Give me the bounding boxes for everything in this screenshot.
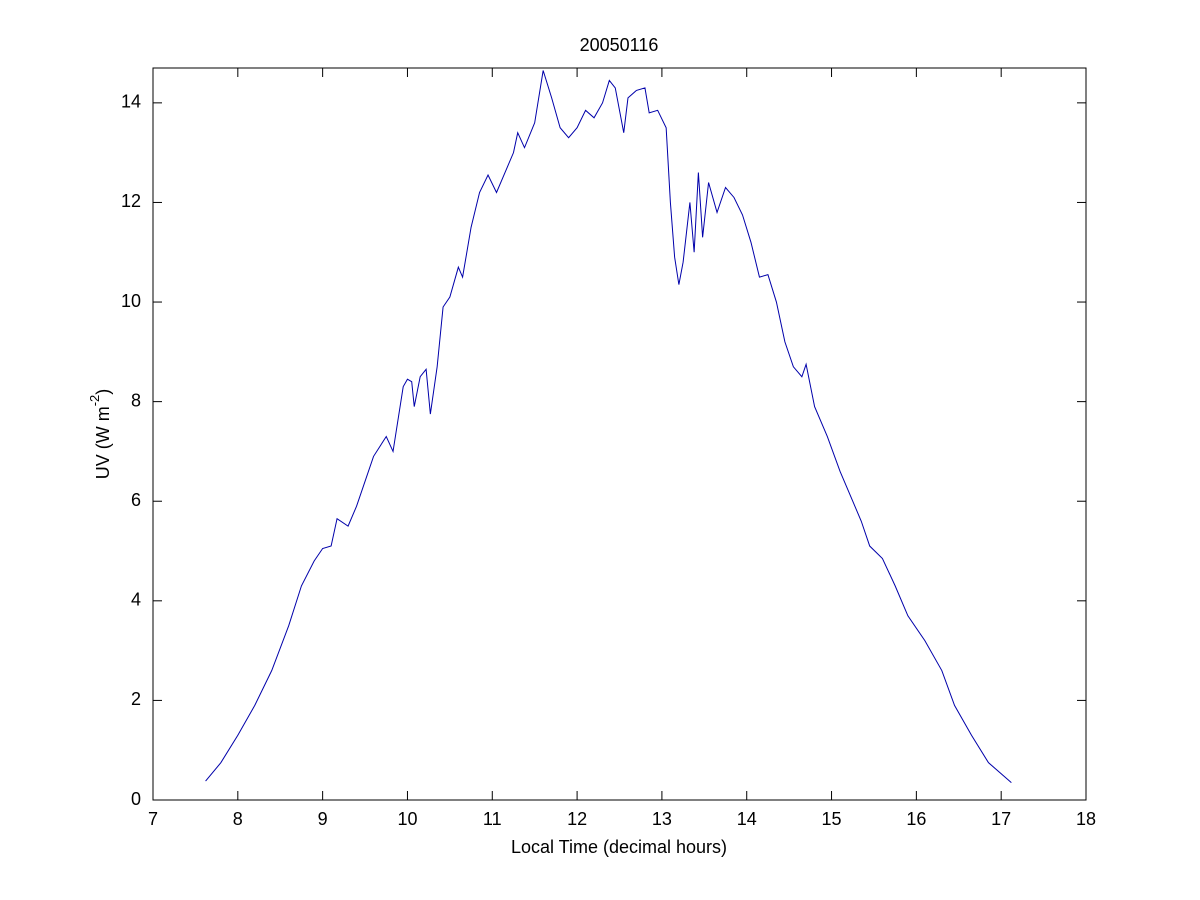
x-tick-label: 18 xyxy=(1076,809,1096,829)
x-tick-label: 14 xyxy=(737,809,757,829)
x-tick-label: 8 xyxy=(233,809,243,829)
x-tick-label: 12 xyxy=(567,809,587,829)
data-line xyxy=(205,70,1012,783)
x-tick-label: 9 xyxy=(318,809,328,829)
x-tick-label: 13 xyxy=(652,809,672,829)
x-tick-label: 10 xyxy=(397,809,417,829)
x-axis-label: Local Time (decimal hours) xyxy=(511,837,727,857)
y-tick-label: 4 xyxy=(131,590,141,610)
y-tick-label: 0 xyxy=(131,789,141,809)
plot-box xyxy=(152,67,1087,801)
y-tick-label: 2 xyxy=(131,689,141,709)
y-tick-label: 6 xyxy=(131,490,141,510)
y-axis-label-sup: -2 xyxy=(87,395,102,407)
x-tick-label: 17 xyxy=(991,809,1011,829)
y-tick-label: 8 xyxy=(131,390,141,410)
x-tick-label: 7 xyxy=(148,809,158,829)
y-tick-label: 12 xyxy=(121,191,141,211)
y-axis-label-text: UV (W m xyxy=(93,406,113,479)
y-tick-label: 10 xyxy=(121,291,141,311)
x-tick-label: 15 xyxy=(822,809,842,829)
y-axis-label-end: ) xyxy=(93,389,113,395)
x-tick-label: 16 xyxy=(906,809,926,829)
chart-title: 20050116 xyxy=(580,35,659,55)
y-axis-label: UV (W m-2) xyxy=(87,389,112,480)
x-tick-label: 11 xyxy=(483,809,502,829)
y-tick-label: 14 xyxy=(121,92,141,112)
